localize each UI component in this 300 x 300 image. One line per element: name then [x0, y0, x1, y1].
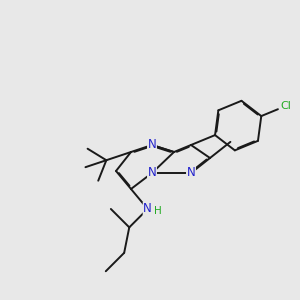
Text: N: N: [187, 167, 195, 179]
Text: H: H: [154, 206, 161, 216]
Text: Cl: Cl: [280, 101, 291, 111]
Text: N: N: [143, 202, 152, 215]
Text: N: N: [148, 139, 156, 152]
Text: N: N: [148, 167, 156, 179]
